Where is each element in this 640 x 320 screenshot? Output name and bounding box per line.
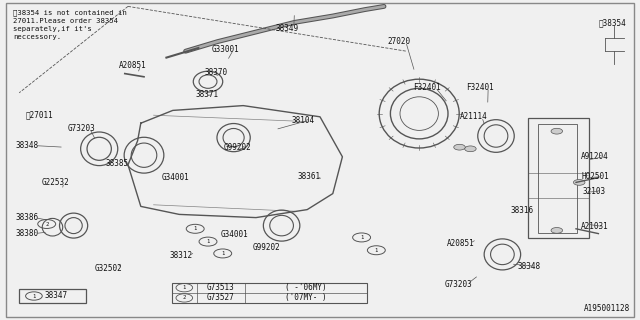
- Circle shape: [465, 146, 476, 152]
- Text: G99202: G99202: [224, 143, 252, 152]
- Text: G73203: G73203: [445, 280, 472, 289]
- Text: ※27011: ※27011: [26, 111, 53, 120]
- Text: ( -'06MY): ( -'06MY): [285, 283, 327, 292]
- Text: G73513: G73513: [207, 283, 235, 292]
- Text: H02501: H02501: [581, 172, 609, 181]
- Text: 38386: 38386: [16, 213, 39, 222]
- Text: 38347: 38347: [45, 292, 68, 300]
- Text: G73527: G73527: [207, 293, 235, 302]
- Text: A21031: A21031: [581, 222, 609, 231]
- Text: ('07MY- ): ('07MY- ): [285, 293, 327, 302]
- Text: A20851: A20851: [447, 239, 474, 248]
- Text: G32502: G32502: [95, 264, 122, 273]
- Text: F32401: F32401: [466, 83, 493, 92]
- Text: 38348: 38348: [517, 262, 540, 271]
- Text: ※38354 is not contained in
27011.Please order 38354
separately,if it's
neccessor: ※38354 is not contained in 27011.Please …: [13, 10, 127, 40]
- Circle shape: [551, 228, 563, 233]
- Bar: [528, 118, 589, 238]
- Text: 1: 1: [360, 235, 364, 240]
- Text: 38371: 38371: [195, 90, 218, 99]
- Text: 27020: 27020: [387, 37, 410, 46]
- Bar: [172, 283, 367, 303]
- Text: 1: 1: [374, 248, 378, 253]
- Text: 1: 1: [206, 239, 210, 244]
- Bar: [19, 289, 86, 303]
- Circle shape: [573, 180, 585, 185]
- Text: 1: 1: [32, 293, 36, 299]
- Text: F32401: F32401: [413, 83, 440, 92]
- Text: 1: 1: [221, 251, 225, 256]
- Text: ※38354: ※38354: [598, 18, 626, 27]
- Text: A20851: A20851: [118, 61, 146, 70]
- Circle shape: [454, 144, 465, 150]
- Text: 32103: 32103: [582, 187, 605, 196]
- Circle shape: [551, 128, 563, 134]
- Text: 38349: 38349: [275, 24, 298, 33]
- Text: A21114: A21114: [460, 112, 487, 121]
- Text: 38104: 38104: [291, 116, 314, 124]
- Text: 38312: 38312: [170, 252, 193, 260]
- Text: A91204: A91204: [581, 152, 609, 161]
- Bar: [538, 124, 577, 233]
- Text: G34001: G34001: [161, 173, 189, 182]
- Text: A195001128: A195001128: [584, 304, 630, 313]
- Text: G34001: G34001: [221, 230, 248, 239]
- Text: G22532: G22532: [42, 178, 69, 187]
- Text: 2: 2: [182, 295, 186, 300]
- Text: 38380: 38380: [16, 229, 39, 238]
- Text: 38348: 38348: [16, 141, 39, 150]
- Text: G33001: G33001: [211, 45, 239, 54]
- Text: 38361: 38361: [298, 172, 321, 181]
- Text: 2: 2: [45, 221, 49, 227]
- Text: 1: 1: [182, 285, 186, 290]
- Text: 38385: 38385: [106, 159, 129, 168]
- Text: 1: 1: [193, 226, 197, 231]
- Text: G99202: G99202: [253, 243, 280, 252]
- Text: 38370: 38370: [205, 68, 228, 76]
- Text: 38316: 38316: [511, 206, 534, 215]
- Text: G73203: G73203: [67, 124, 95, 132]
